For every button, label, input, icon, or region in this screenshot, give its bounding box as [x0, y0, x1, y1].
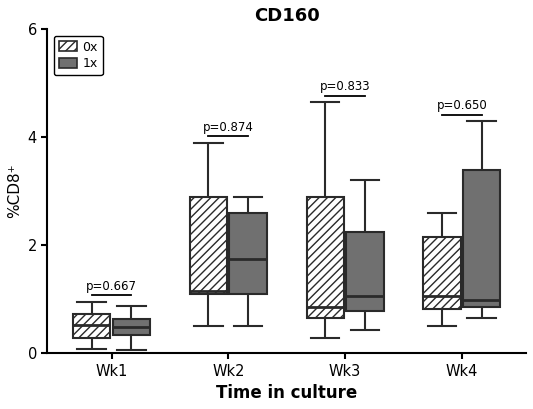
- Text: p=0.833: p=0.833: [320, 81, 370, 94]
- Bar: [112, 319, 150, 335]
- Bar: [73, 314, 110, 338]
- Text: p=0.667: p=0.667: [86, 280, 137, 293]
- Bar: [190, 197, 227, 294]
- Bar: [306, 197, 344, 318]
- Text: p=0.650: p=0.650: [437, 99, 487, 112]
- Bar: [423, 237, 461, 309]
- Text: p=0.874: p=0.874: [203, 121, 254, 134]
- Bar: [229, 213, 267, 294]
- X-axis label: Time in culture: Time in culture: [216, 384, 357, 402]
- Bar: [463, 170, 500, 307]
- Bar: [346, 231, 384, 311]
- Legend: 0x, 1x: 0x, 1x: [53, 36, 103, 75]
- Y-axis label: %CD8⁺: %CD8⁺: [7, 164, 22, 218]
- Title: CD160: CD160: [254, 7, 320, 25]
